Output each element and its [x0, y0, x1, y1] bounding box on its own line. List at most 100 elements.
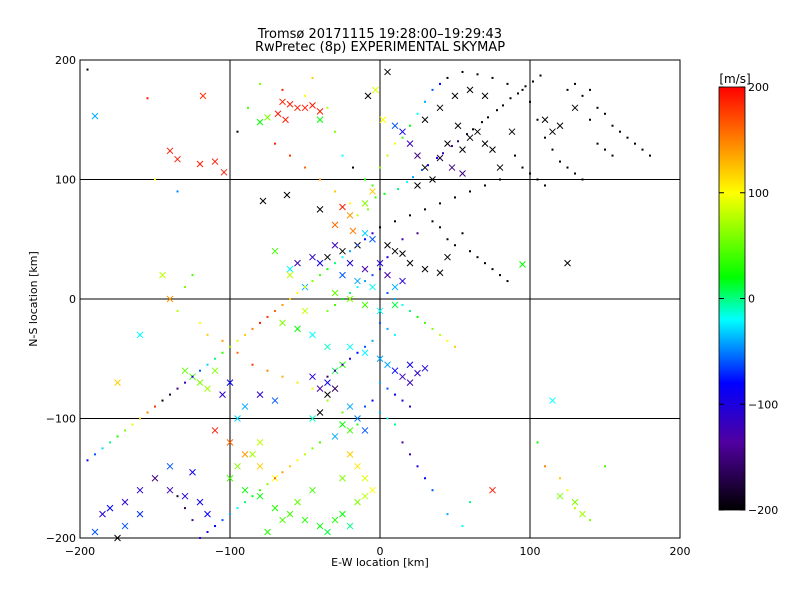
point-x-marker — [571, 104, 579, 112]
y-axis-label: N-S location [km] — [27, 251, 40, 347]
point-dot-marker — [416, 112, 419, 115]
point-x-marker — [489, 486, 496, 494]
point-dot-marker — [424, 477, 426, 480]
point-x-marker — [384, 361, 391, 369]
point-x-marker — [283, 191, 291, 199]
point-dot-marker — [481, 121, 483, 124]
point-x-marker — [294, 498, 301, 506]
point-dot-marker — [191, 375, 194, 378]
colorbar-tick-label: 0 — [748, 293, 755, 306]
point-x-marker — [324, 253, 331, 261]
point-x-marker — [541, 116, 549, 124]
point-dot-marker — [559, 160, 561, 163]
point-x-marker — [414, 182, 421, 189]
point-dot-marker — [566, 88, 569, 91]
point-x-marker — [339, 421, 346, 428]
point-x-marker — [436, 269, 444, 277]
point-x-marker — [249, 450, 256, 458]
point-dot-marker — [304, 166, 306, 169]
x-tick-label: 200 — [670, 545, 691, 558]
point-dot-marker — [439, 202, 441, 205]
point-dot-marker — [367, 208, 369, 211]
point-dot-marker — [394, 333, 396, 336]
point-dot-marker — [281, 303, 284, 306]
point-x-marker — [166, 147, 174, 155]
point-dot-marker — [341, 256, 344, 259]
point-dot-marker — [386, 417, 389, 420]
point-dot-marker — [311, 76, 314, 79]
point-dot-marker — [457, 140, 459, 143]
point-dot-marker — [466, 133, 468, 136]
point-x-marker — [309, 415, 316, 422]
point-x-marker — [196, 498, 204, 506]
point-dot-marker — [502, 104, 504, 107]
point-x-marker — [354, 462, 361, 470]
point-x-marker — [286, 100, 294, 108]
point-dot-marker — [146, 97, 149, 100]
point-dot-marker — [421, 168, 423, 171]
point-x-marker — [361, 474, 369, 482]
point-dot-marker — [589, 88, 591, 91]
point-dot-marker — [409, 405, 411, 408]
point-x-marker — [219, 391, 226, 398]
point-x-marker — [204, 510, 211, 518]
point-x-marker — [369, 188, 376, 195]
point-dot-marker — [386, 327, 389, 330]
point-x-marker — [391, 247, 399, 255]
point-dot-marker — [394, 220, 396, 223]
point-x-marker — [406, 361, 414, 369]
point-x-marker — [331, 385, 339, 392]
point-dot-marker — [424, 100, 426, 103]
point-x-marker — [406, 259, 414, 267]
point-x-marker — [241, 486, 249, 494]
point-x-marker — [91, 112, 99, 120]
point-dot-marker — [409, 453, 411, 456]
x-tick-label: −200 — [65, 545, 95, 558]
point-dot-marker — [469, 250, 471, 253]
point-x-marker — [346, 427, 354, 434]
point-dot-marker — [131, 423, 134, 426]
chart-title-line1: Tromsø 20171115 19:28:00–19:29:43 — [257, 27, 502, 42]
point-dot-marker — [349, 250, 351, 253]
point-dot-marker — [266, 315, 269, 318]
point-dot-marker — [206, 531, 209, 534]
point-x-marker — [309, 253, 316, 261]
point-dot-marker — [356, 286, 359, 289]
point-dot-marker — [371, 339, 374, 342]
point-x-marker — [549, 128, 556, 136]
point-dot-marker — [281, 375, 284, 378]
point-x-marker — [259, 197, 267, 205]
point-dot-marker — [341, 154, 344, 157]
point-x-marker — [256, 439, 264, 446]
point-x-marker — [114, 379, 121, 387]
point-x-marker — [436, 104, 444, 112]
point-x-marker — [279, 319, 286, 327]
point-x-marker — [436, 154, 444, 162]
point-dot-marker — [409, 309, 411, 312]
point-x-marker — [106, 504, 114, 512]
point-dot-marker — [401, 136, 404, 139]
point-dot-marker — [169, 393, 171, 396]
point-dot-marker — [424, 321, 426, 324]
point-dot-marker — [176, 190, 179, 193]
point-dot-marker — [446, 76, 449, 79]
point-x-marker — [91, 528, 99, 536]
point-x-marker — [136, 510, 144, 518]
point-dot-marker — [484, 262, 486, 265]
point-x-marker — [346, 259, 354, 267]
point-x-marker — [346, 522, 354, 530]
point-dot-marker — [319, 274, 321, 277]
point-dot-marker — [431, 489, 434, 492]
point-x-marker — [519, 260, 526, 268]
point-dot-marker — [304, 286, 306, 289]
point-x-marker — [294, 259, 301, 267]
point-x-marker — [448, 164, 456, 171]
point-x-marker — [331, 241, 339, 249]
point-dot-marker — [611, 154, 614, 157]
point-dot-marker — [326, 375, 329, 378]
point-x-marker — [166, 295, 174, 303]
point-x-marker — [309, 486, 316, 494]
point-x-marker — [391, 367, 399, 375]
point-dot-marker — [412, 176, 414, 179]
point-x-marker — [399, 277, 406, 285]
